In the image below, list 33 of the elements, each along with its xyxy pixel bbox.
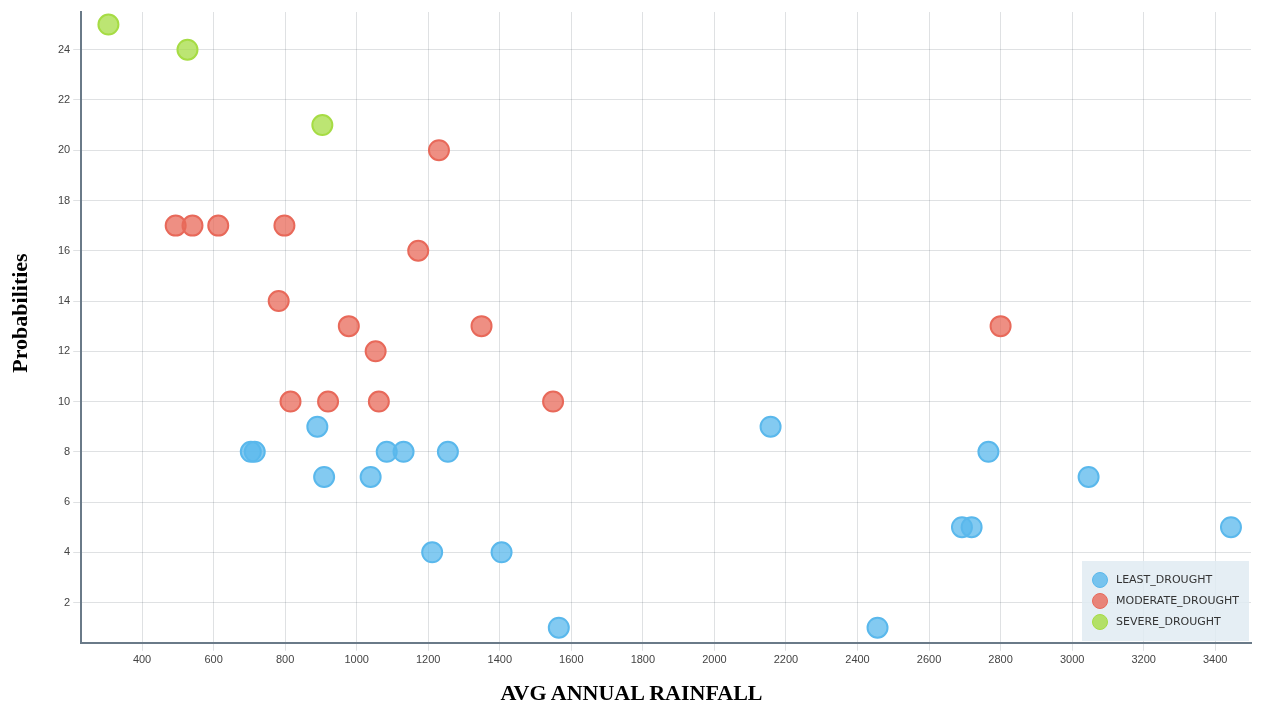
y-tick-label: 2 bbox=[64, 595, 71, 608]
x-tick-label: 1800 bbox=[630, 653, 656, 666]
x-tick-label: 400 bbox=[132, 653, 152, 666]
x-tick-label: 1000 bbox=[344, 653, 369, 666]
x-tick-label: 1200 bbox=[415, 653, 441, 666]
x-tick-label: 1600 bbox=[559, 653, 584, 666]
legend-label: SEVERE_DROUGHT bbox=[1116, 615, 1221, 629]
y-tick-label: 22 bbox=[57, 92, 71, 105]
y-tick-label: 16 bbox=[57, 243, 71, 256]
x-tick-label: 600 bbox=[204, 653, 223, 666]
y-tick-label: 6 bbox=[64, 495, 71, 508]
x-tick-label: 2400 bbox=[845, 653, 870, 666]
y-tick-label: 18 bbox=[57, 193, 71, 206]
x-tick-label: 2800 bbox=[988, 653, 1013, 666]
x-tick-label: 3200 bbox=[1131, 653, 1156, 666]
y-tick-label: 20 bbox=[57, 143, 71, 156]
x-tick-label: 2200 bbox=[773, 653, 799, 666]
y-axis-title: Probabilities bbox=[7, 252, 33, 375]
y-tick-label: 10 bbox=[57, 394, 71, 407]
x-tick-label: 3000 bbox=[1059, 653, 1085, 666]
legend-label: MODERATE_DROUGHT bbox=[1116, 594, 1239, 608]
y-tick-label: 24 bbox=[57, 42, 71, 55]
x-tick-label: 800 bbox=[275, 653, 295, 666]
y-tick-label: 4 bbox=[64, 545, 71, 558]
y-tick-label: 12 bbox=[57, 344, 71, 357]
legend-label: LEAST_DROUGHT bbox=[1116, 573, 1213, 587]
y-tick-label: 8 bbox=[64, 444, 71, 457]
x-tick-label: 2000 bbox=[702, 653, 727, 666]
x-tick-label: 3400 bbox=[1202, 653, 1228, 666]
x-tick-label: 2600 bbox=[916, 653, 942, 666]
x-axis-title: AVG ANNUAL RAINFALL bbox=[499, 680, 764, 706]
x-tick-label: 1400 bbox=[487, 653, 513, 666]
y-tick-label: 14 bbox=[57, 294, 71, 307]
